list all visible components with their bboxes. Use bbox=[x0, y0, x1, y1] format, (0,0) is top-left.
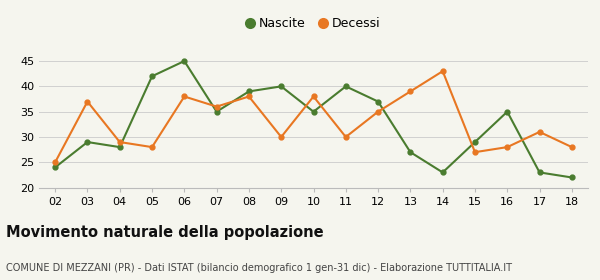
Text: Movimento naturale della popolazione: Movimento naturale della popolazione bbox=[6, 225, 323, 241]
Legend: Nascite, Decessi: Nascite, Decessi bbox=[242, 12, 385, 35]
Text: COMUNE DI MEZZANI (PR) - Dati ISTAT (bilancio demografico 1 gen-31 dic) - Elabor: COMUNE DI MEZZANI (PR) - Dati ISTAT (bil… bbox=[6, 263, 512, 273]
